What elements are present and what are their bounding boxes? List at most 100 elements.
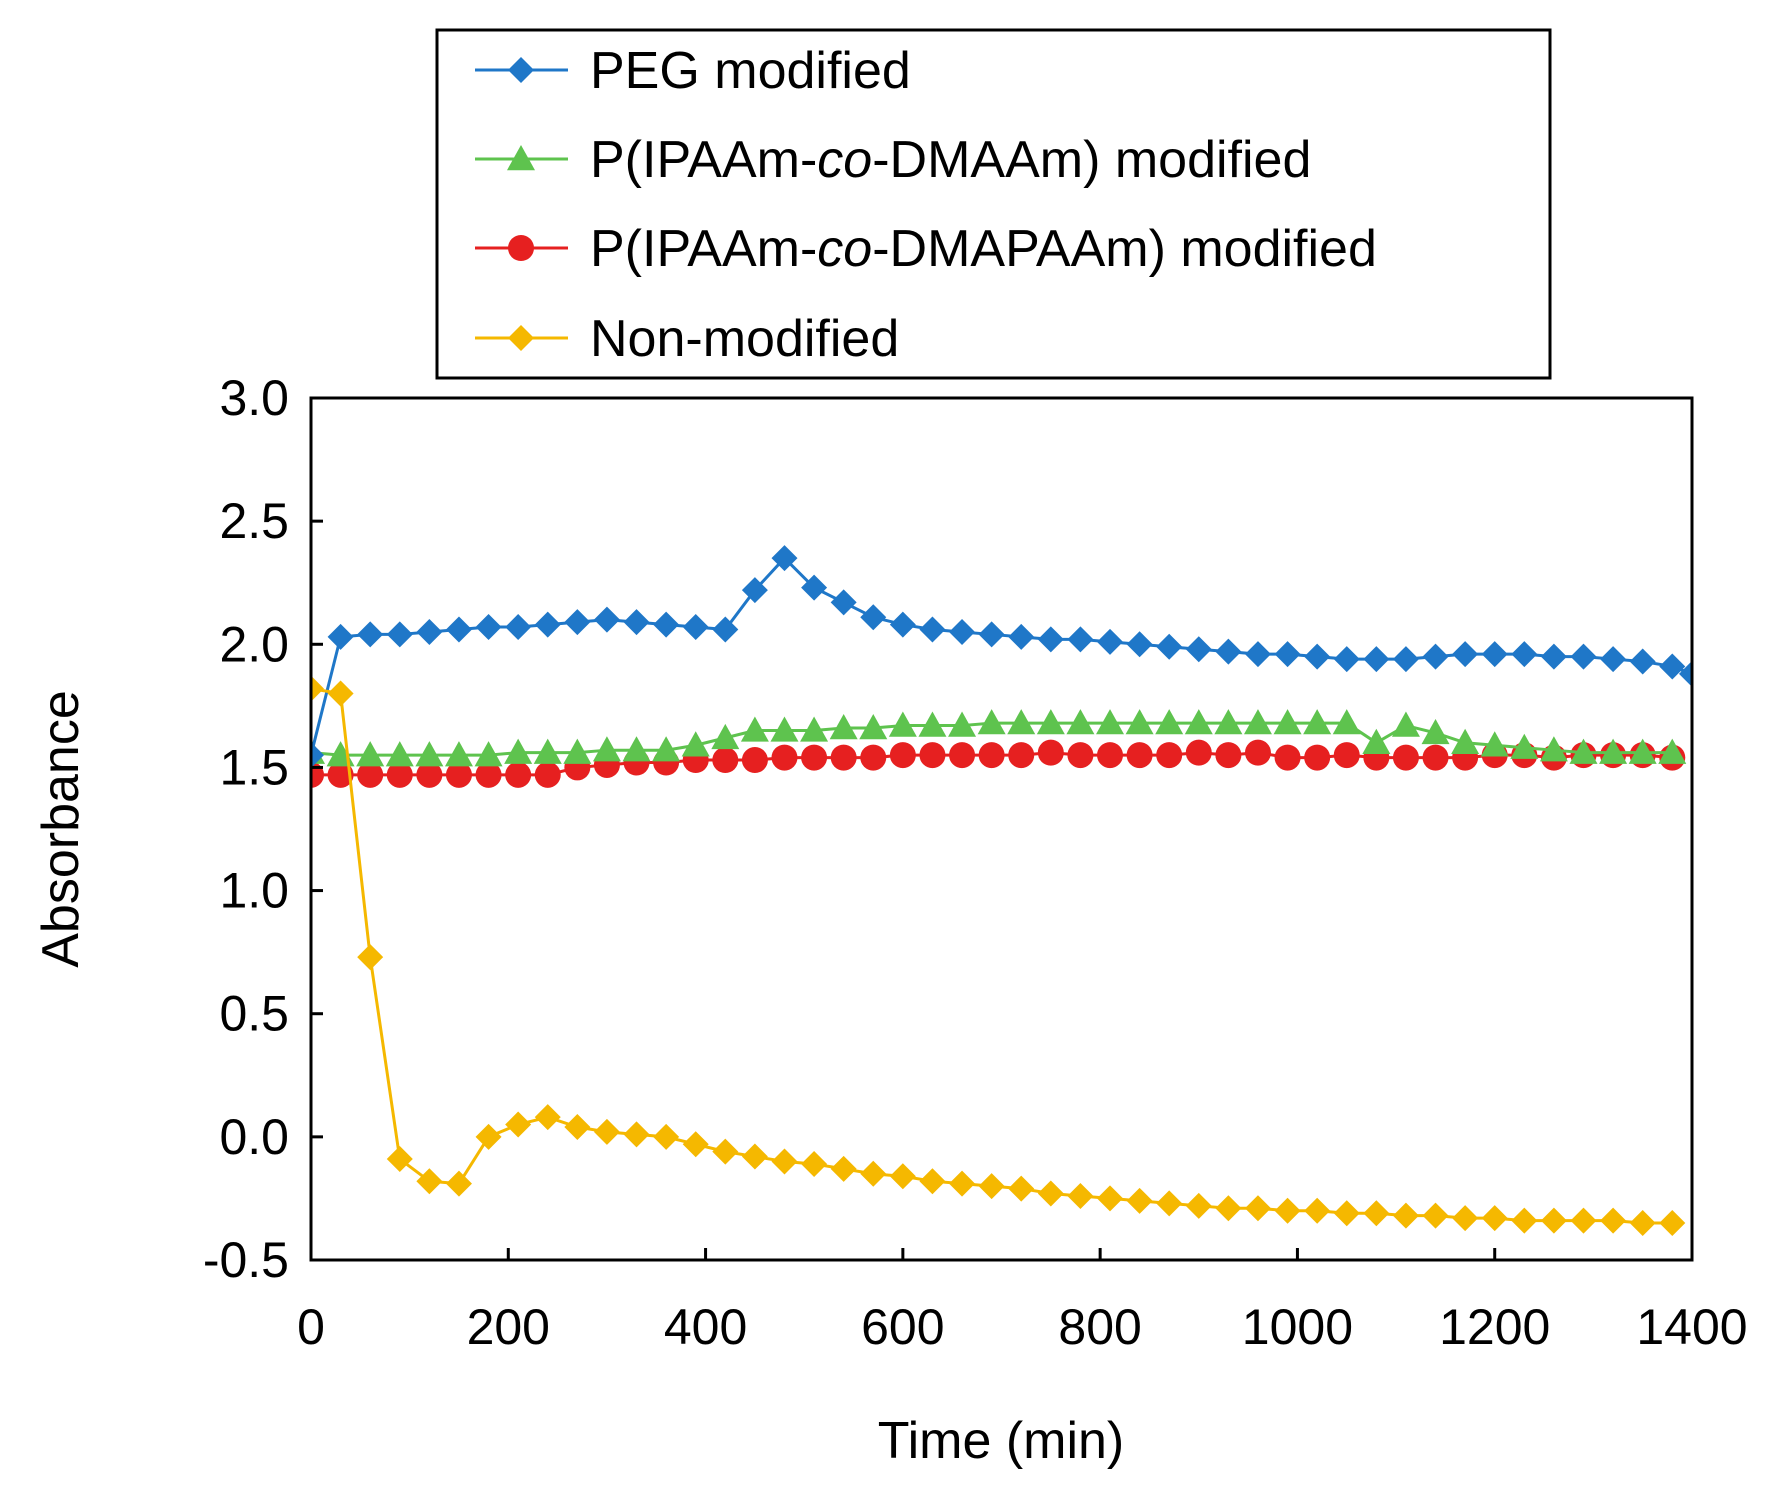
y-tick-label: 2.0 xyxy=(219,616,289,672)
data-point xyxy=(1332,709,1361,735)
data-point xyxy=(919,742,946,769)
data-point xyxy=(653,611,680,638)
data-point xyxy=(711,723,740,750)
legend-label-text: P(IPAAm- xyxy=(590,131,817,189)
data-point xyxy=(1540,643,1567,670)
data-point xyxy=(1540,1207,1567,1234)
data-point xyxy=(919,616,946,643)
data-point xyxy=(918,711,947,737)
legend-label-text: PEG modified xyxy=(590,42,911,100)
data-point xyxy=(860,604,887,631)
x-tick-label: 600 xyxy=(861,1299,944,1355)
data-point xyxy=(1273,709,1302,735)
data-point xyxy=(1156,633,1183,660)
data-point xyxy=(1274,1197,1301,1224)
data-point xyxy=(415,741,444,767)
data-point xyxy=(1452,641,1479,668)
data-point xyxy=(860,744,887,771)
data-point xyxy=(1362,728,1391,754)
y-tick-label: 1.5 xyxy=(219,739,289,795)
x-tick-label: 200 xyxy=(467,1299,550,1355)
legend-marker xyxy=(508,57,534,83)
data-point xyxy=(1303,709,1332,735)
data-point xyxy=(1451,728,1480,754)
data-point xyxy=(712,747,739,774)
data-point xyxy=(1600,646,1627,673)
data-point xyxy=(977,709,1006,735)
data-point xyxy=(741,747,768,774)
data-point xyxy=(949,618,976,645)
data-point xyxy=(1067,742,1094,769)
data-point xyxy=(712,616,739,643)
data-point xyxy=(416,761,443,788)
y-tick-label: 0.5 xyxy=(219,986,289,1042)
data-point xyxy=(357,621,384,648)
data-point xyxy=(505,761,532,788)
plot-area: -0.5 0.0 0.5 1.0 1.5 2.0 2.5 3.0 0 200 400 600 800 1… xyxy=(203,370,1748,1355)
data-point xyxy=(1214,709,1243,735)
legend-label-text: -DMAAm) modified xyxy=(872,131,1311,189)
data-point xyxy=(740,716,769,742)
legend-entry: P(IPAAm-co-DMAPAAm) modified xyxy=(475,220,1377,278)
data-point xyxy=(1097,742,1124,769)
plot-frame xyxy=(309,396,1694,1262)
data-point xyxy=(564,1114,591,1141)
data-point xyxy=(445,1170,472,1197)
data-point xyxy=(889,742,916,769)
data-point xyxy=(1037,1180,1064,1207)
data-point xyxy=(327,761,354,788)
data-point xyxy=(653,1123,680,1150)
data-point xyxy=(474,741,503,767)
y-tick-label: 2.5 xyxy=(219,493,289,549)
data-point xyxy=(1333,1200,1360,1227)
data-point xyxy=(1659,1210,1686,1237)
data-point xyxy=(770,716,799,742)
data-point xyxy=(1156,1190,1183,1217)
data-point xyxy=(1244,739,1271,766)
data-point xyxy=(1008,742,1035,769)
data-point xyxy=(1037,739,1064,766)
data-point xyxy=(1244,1195,1271,1222)
data-point xyxy=(859,714,888,740)
series-0 xyxy=(311,545,1692,769)
data-point xyxy=(1629,1210,1656,1237)
legend-label: P(IPAAm-co-DMAPAAm) modified xyxy=(590,220,1377,278)
data-point xyxy=(534,1104,561,1131)
data-point xyxy=(978,1173,1005,1200)
data-point xyxy=(623,1121,650,1148)
series-3 xyxy=(311,675,1686,1237)
data-point xyxy=(444,741,473,767)
data-point xyxy=(1599,738,1628,764)
data-point xyxy=(1480,731,1509,757)
data-point xyxy=(1392,646,1419,673)
data-point xyxy=(801,574,828,601)
y-tick-label: 0.0 xyxy=(219,1109,289,1165)
data-point xyxy=(1570,1207,1597,1234)
data-point xyxy=(1184,709,1213,735)
data-point xyxy=(505,1111,532,1138)
data-point xyxy=(919,1168,946,1195)
data-point xyxy=(1363,646,1390,673)
data-point xyxy=(1007,709,1036,735)
data-point xyxy=(771,1148,798,1175)
data-point xyxy=(1067,1182,1094,1209)
y-axis-title: Absorbance xyxy=(32,690,90,968)
data-point xyxy=(445,761,472,788)
data-point xyxy=(505,614,532,641)
legend-marker xyxy=(508,325,534,351)
data-point xyxy=(889,1163,916,1190)
data-point xyxy=(357,761,384,788)
data-point xyxy=(1008,623,1035,650)
data-point xyxy=(1511,1207,1538,1234)
data-point xyxy=(829,714,858,740)
legend-box xyxy=(435,28,1552,380)
data-point xyxy=(860,1160,887,1187)
data-point xyxy=(1097,628,1124,655)
data-point xyxy=(1679,660,1692,687)
data-point xyxy=(1066,709,1095,735)
legend-marker xyxy=(507,145,535,171)
x-tick-label: 800 xyxy=(1058,1299,1141,1355)
data-point xyxy=(1452,1205,1479,1232)
data-point xyxy=(771,744,798,771)
